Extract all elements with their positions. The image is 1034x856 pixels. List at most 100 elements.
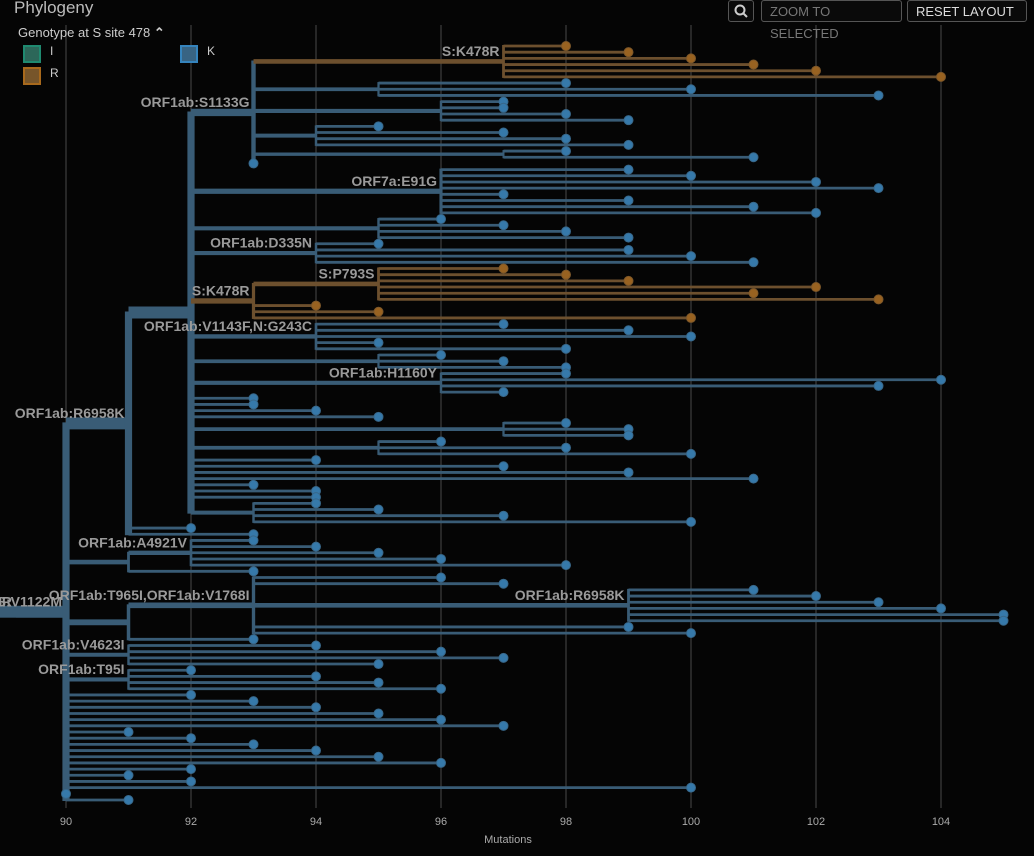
tip: [436, 214, 446, 225]
tip: [498, 319, 509, 330]
tip: [811, 282, 821, 293]
tip: [561, 418, 571, 428]
tip: [811, 176, 821, 187]
tip: [248, 158, 259, 169]
branch-label: S:V1122M: [0, 593, 62, 609]
zoom-icon: [734, 4, 748, 18]
tip: [373, 677, 384, 688]
branch-label: ORF1ab:A4921V: [78, 534, 188, 550]
tip: [748, 59, 759, 70]
tip: [686, 53, 696, 64]
tip: [123, 770, 134, 781]
tip: [186, 689, 196, 700]
tip: [811, 591, 821, 602]
branches: [0, 44, 1004, 802]
x-tick-label: 98: [560, 816, 572, 828]
tip: [811, 207, 821, 218]
tip: [373, 121, 384, 132]
branch-label: ORF1ab:V4623I: [22, 636, 125, 652]
tip: [436, 714, 446, 725]
branch-label: ORF1ab:D335N: [210, 235, 312, 251]
tip: [623, 621, 634, 632]
tip: [686, 312, 696, 323]
tip: [998, 615, 1009, 626]
tip: [873, 294, 884, 305]
zoom-icon-button[interactable]: [728, 0, 754, 22]
tip: [311, 640, 321, 651]
tip: [498, 263, 509, 274]
branch-label: 6958R: [0, 593, 12, 609]
tip: [248, 696, 259, 707]
tip: [686, 782, 696, 793]
tip: [561, 78, 571, 89]
branch-label: S:P793S: [318, 266, 374, 282]
tip: [248, 634, 259, 645]
tip: [623, 467, 634, 478]
tip: [623, 232, 634, 243]
tip: [748, 288, 759, 299]
tip: [123, 727, 134, 738]
legend-label: I: [50, 44, 53, 58]
zoom-to-selected-button[interactable]: ZOOM TO SELECTED: [761, 0, 902, 41]
tip: [498, 127, 509, 138]
panel-title: Phylogeny: [14, 0, 94, 17]
legend-swatch: [23, 67, 41, 85]
branch-label: ORF1ab:T965I,ORF1ab:V1768I: [49, 587, 250, 603]
tip: [311, 745, 321, 756]
tip: [61, 788, 71, 799]
x-tick-label: 102: [807, 816, 825, 828]
tip: [186, 523, 196, 534]
tip: [686, 448, 696, 459]
x-tick-label: 100: [682, 816, 700, 828]
tip: [436, 683, 446, 694]
tip: [248, 479, 259, 490]
tip: [686, 516, 696, 527]
tip: [623, 244, 634, 255]
tip: [311, 541, 321, 552]
tip: [186, 665, 196, 676]
tip: [623, 430, 634, 441]
legend-swatch: [180, 45, 198, 63]
tip: [498, 652, 509, 663]
tip: [561, 108, 571, 119]
tip: [748, 257, 759, 268]
legend-title[interactable]: Genotype at S site 478 ⌃: [18, 25, 165, 40]
tip: [311, 455, 321, 466]
tip: [248, 739, 259, 750]
tip: [561, 146, 571, 157]
tip: [686, 251, 696, 262]
tip: [248, 566, 259, 577]
x-axis-label: Mutations: [484, 834, 532, 846]
tip: [748, 201, 759, 212]
tip: [373, 659, 384, 670]
tip: [623, 275, 634, 286]
tip: [936, 71, 946, 82]
tip: [561, 442, 571, 453]
tip: [373, 708, 384, 719]
tip: [686, 84, 696, 95]
legend-label: R: [50, 66, 59, 80]
tip: [373, 411, 384, 422]
tip: [311, 671, 321, 682]
tip: [373, 337, 384, 348]
tip: [311, 405, 321, 416]
tip: [498, 578, 509, 589]
tip: [748, 473, 759, 484]
branch-label: S:K478R: [192, 283, 250, 299]
tip: [498, 102, 509, 113]
tip: [623, 115, 634, 126]
tip: [436, 646, 446, 657]
tip: [373, 504, 384, 515]
branch-label: ORF1ab:V1143F,N:G243C: [144, 318, 312, 334]
reset-layout-button[interactable]: RESET LAYOUT: [907, 0, 1027, 22]
tip: [186, 764, 196, 775]
tip: [811, 65, 821, 76]
branch-label: S:K478R: [442, 43, 500, 59]
tip: [373, 751, 384, 762]
tip: [561, 133, 571, 144]
tip: [623, 139, 634, 150]
tip: [436, 572, 446, 583]
x-tick-label: 104: [932, 816, 950, 828]
